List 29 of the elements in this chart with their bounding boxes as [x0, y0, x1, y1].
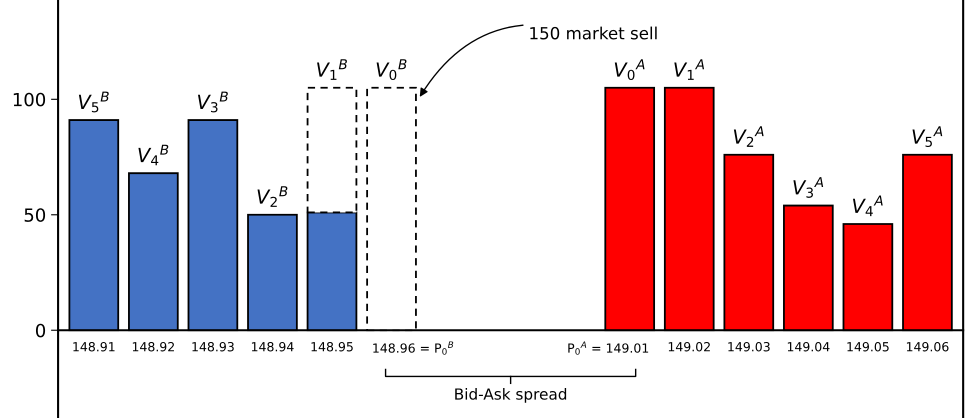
x-tick-label: 149.05	[847, 342, 889, 352]
annotation: V$_{5}$$^{B}$	[78, 92, 109, 112]
annotation: Bid-Ask spread	[455, 388, 566, 403]
annotation: V$_{3}$$^{A}$	[793, 177, 824, 198]
annotation: V$_{5}$$^{A}$	[912, 126, 942, 148]
annotation: V$_{4}$$^{A}$	[852, 196, 883, 216]
annotation: V$_{3}$$^{B}$	[198, 92, 228, 112]
x-tick-label: P$_{0}$$^{A}$ = 149.01	[568, 341, 648, 355]
y-tick-label: 0	[36, 324, 46, 338]
x-tick-label: 148.92	[132, 342, 174, 352]
x-tick-label: 148.95	[311, 342, 353, 352]
annotation: V$_{1}$$^{A}$	[674, 59, 704, 80]
annotation: V$_{0}$$^{A}$	[614, 59, 645, 80]
annotation: V$_{2}$$^{B}$	[258, 186, 288, 207]
x-tick-label: 149.06	[906, 342, 949, 352]
x-tick-label: 148.91	[73, 342, 115, 352]
x-tick-label: 148.96 = P$_{0}$$^{B}$	[373, 341, 454, 355]
annotation: 150 market sell	[530, 26, 657, 40]
x-tick-label: 149.04	[788, 342, 830, 352]
y-tick-label: 100	[14, 92, 46, 106]
x-tick-label: 148.93	[192, 342, 234, 352]
annotation: V$_{0}$$^{B}$	[376, 59, 406, 80]
annotation: V$_{4}$$^{B}$	[138, 144, 168, 166]
x-tick-label: 149.02	[668, 342, 710, 352]
x-tick-label: 149.03	[728, 342, 770, 352]
annotation: V$_{2}$$^{A}$	[734, 126, 764, 147]
x-tick-label: 148.94	[252, 342, 294, 352]
annotation: V$_{1}$$^{B}$	[317, 59, 347, 80]
y-tick-label: 50	[24, 208, 46, 222]
